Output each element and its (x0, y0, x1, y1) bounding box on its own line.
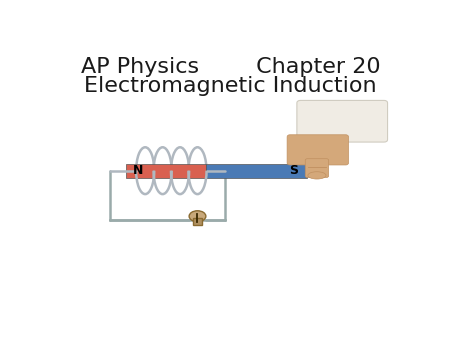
Text: Electromagnetic Induction: Electromagnetic Induction (84, 76, 377, 96)
FancyBboxPatch shape (297, 100, 387, 142)
FancyBboxPatch shape (193, 218, 202, 225)
Text: N: N (133, 164, 144, 177)
Text: AP Physics        Chapter 20: AP Physics Chapter 20 (81, 56, 380, 77)
FancyBboxPatch shape (126, 164, 206, 178)
Ellipse shape (189, 211, 206, 222)
Text: S: S (289, 164, 298, 177)
FancyBboxPatch shape (206, 164, 307, 178)
Ellipse shape (308, 172, 326, 179)
FancyBboxPatch shape (287, 135, 348, 165)
FancyBboxPatch shape (305, 159, 328, 177)
